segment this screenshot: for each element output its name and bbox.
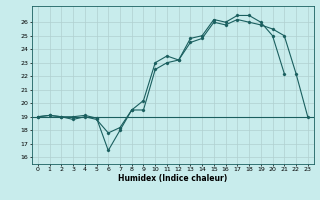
- X-axis label: Humidex (Indice chaleur): Humidex (Indice chaleur): [118, 174, 228, 183]
